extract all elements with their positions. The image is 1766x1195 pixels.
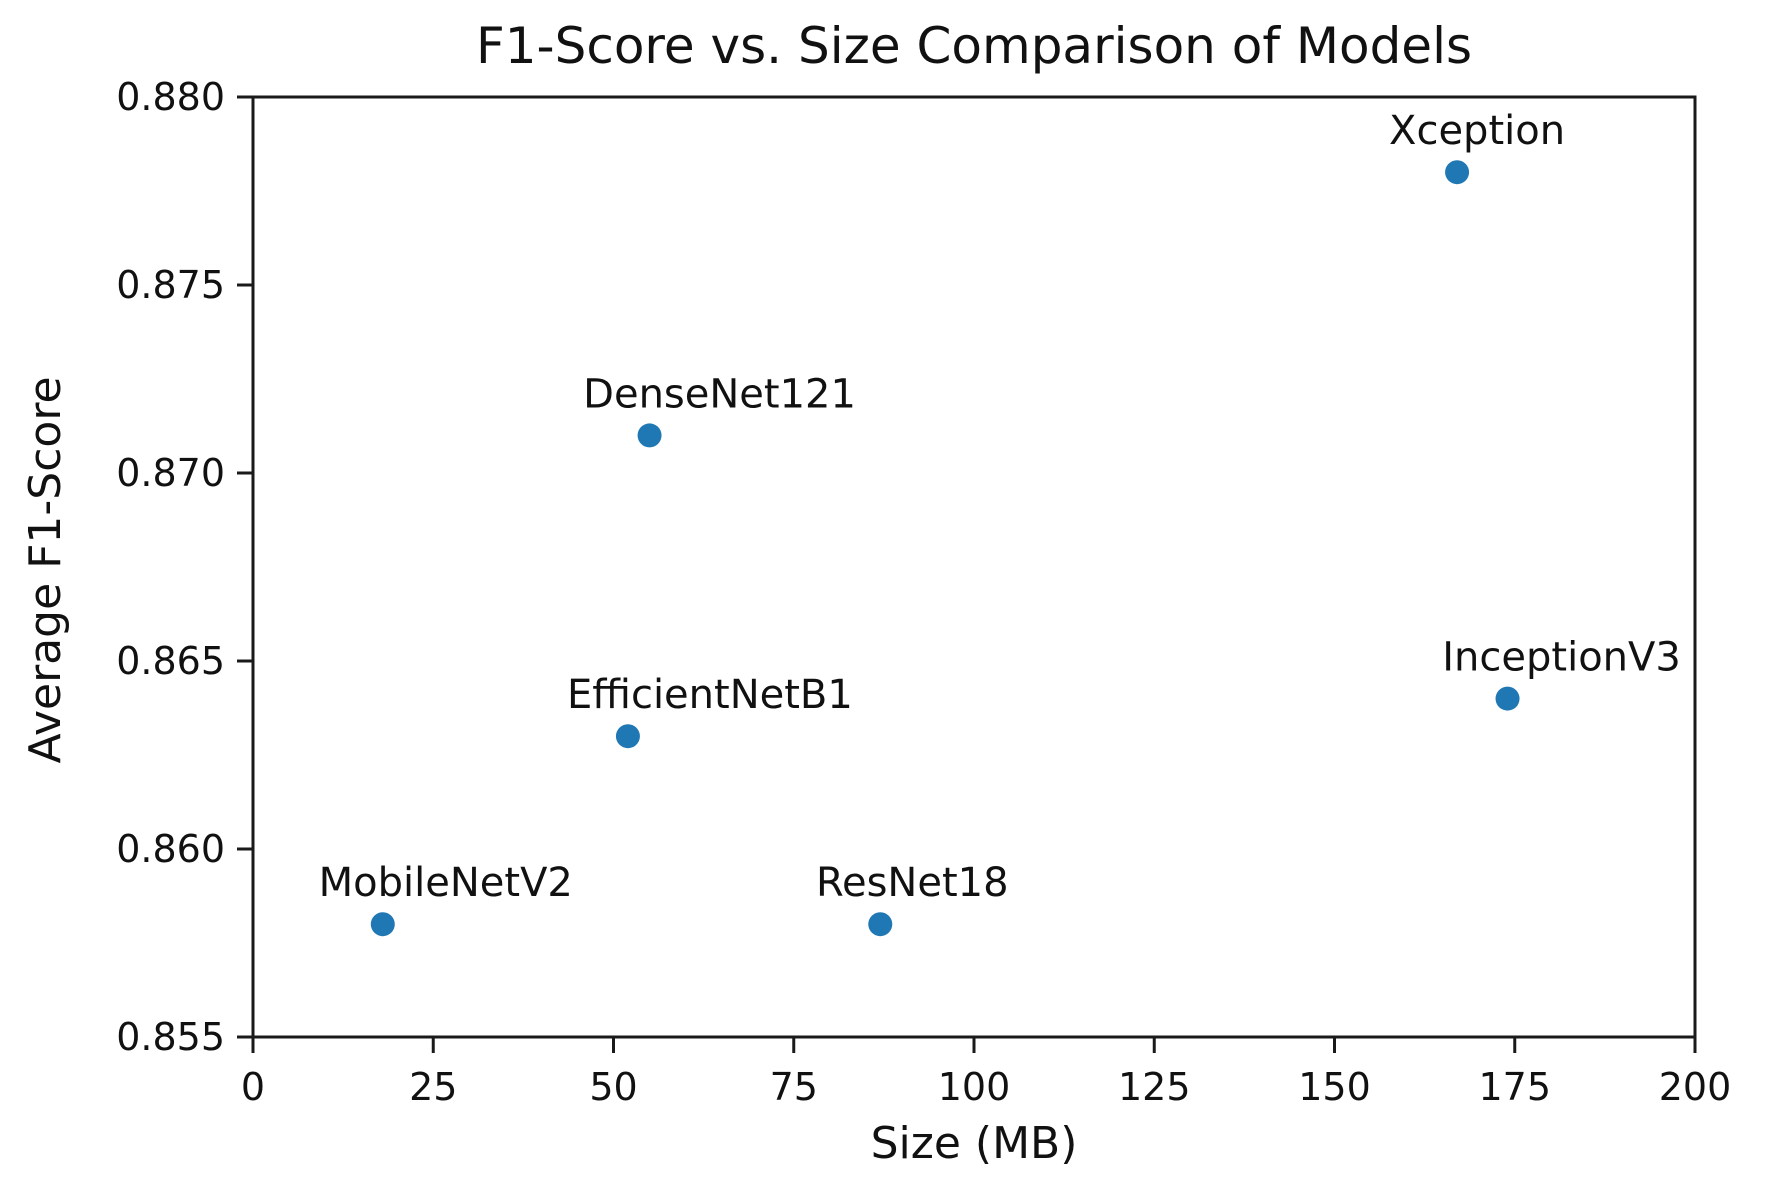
point-label-mobilenetv2: MobileNetV2 <box>319 860 573 906</box>
y-axis-ticks: 0.855 0.860 0.865 0.870 0.875 0.880 <box>116 75 253 1059</box>
y-tick-label: 0.875 <box>116 263 225 307</box>
data-point-xception <box>1445 160 1470 185</box>
x-tick-label: 150 <box>1298 1065 1371 1109</box>
y-tick-label: 0.860 <box>116 827 225 871</box>
x-tick-label: 175 <box>1478 1065 1551 1109</box>
x-axis-ticks: 0 25 50 75 100 125 150 175 200 <box>241 1037 1731 1109</box>
y-tick-label: 0.865 <box>116 639 225 683</box>
x-tick-label: 0 <box>241 1065 265 1109</box>
x-axis-label: Size (MB) <box>871 1118 1078 1169</box>
y-tick-label: 0.870 <box>116 451 225 495</box>
y-tick-label: 0.880 <box>116 75 225 119</box>
data-point-mobilenetv2 <box>370 912 395 937</box>
x-tick-label: 100 <box>938 1065 1011 1109</box>
x-tick-label: 75 <box>770 1065 818 1109</box>
y-axis-label: Average F1-Score <box>20 376 71 763</box>
x-tick-label: 200 <box>1659 1065 1732 1109</box>
point-label-xception: Xception <box>1389 108 1565 154</box>
point-label-efficientnetb1: EfficientNetB1 <box>567 672 853 718</box>
chart-title: F1-Score vs. Size Comparison of Models <box>476 17 1472 75</box>
x-tick-label: 25 <box>409 1065 457 1109</box>
x-tick-label: 125 <box>1118 1065 1191 1109</box>
data-point-inceptionv3 <box>1495 686 1520 711</box>
point-label-densenet121: DenseNet121 <box>583 371 856 417</box>
data-point-densenet121 <box>637 423 662 448</box>
point-label-inceptionv3: InceptionV3 <box>1442 635 1681 681</box>
y-tick-label: 0.855 <box>116 1015 225 1059</box>
data-point-efficientnetb1 <box>615 724 640 749</box>
data-points: MobileNetV2 EfficientNetB1 DenseNet121 ResN… <box>319 108 1681 937</box>
x-tick-label: 50 <box>589 1065 637 1109</box>
data-point-resnet18 <box>868 912 893 937</box>
point-label-resnet18: ResNet18 <box>816 860 1009 906</box>
